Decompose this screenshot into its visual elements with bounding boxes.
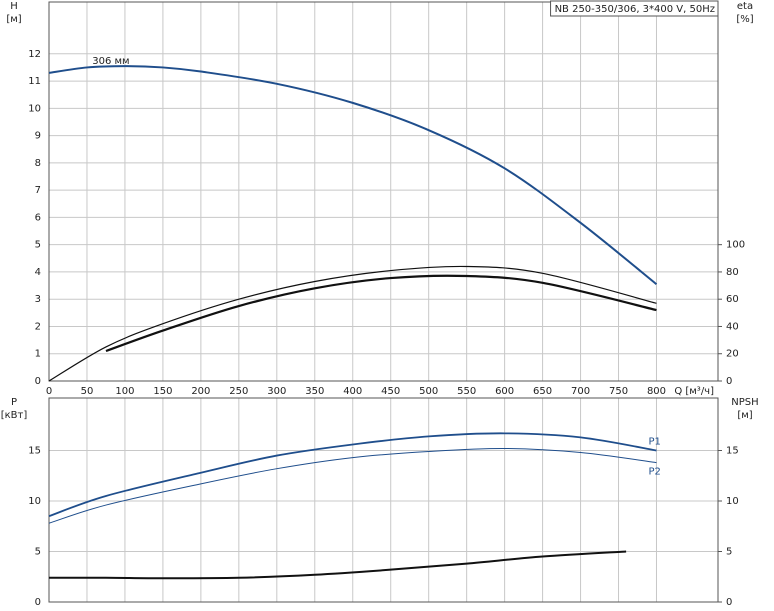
y-tick-label: 6 [35,212,41,223]
y-tick-label: 5 [35,240,41,251]
y-tick-label: 4 [35,267,41,278]
y-axis-label: H [10,1,18,12]
title-box [550,0,719,17]
y-tick-label: 9 [35,131,41,142]
x-tick-label: 550 [457,386,476,397]
chart-title: NB 250-350/306, 3*400 V, 50Hz [555,4,715,15]
y-tick-label: 3 [35,294,41,305]
y2-tick-label: 10 [726,496,739,507]
x-tick-label: 700 [571,386,590,397]
x-tick-label: 200 [191,386,210,397]
x-axis-label: Q [м³/ч] [674,386,714,397]
x-tick-label: 100 [115,386,134,397]
x-tick-label: 600 [495,386,514,397]
y2-tick-label: 60 [726,294,739,305]
y-axis-label: [м] [6,14,21,25]
y2-tick-label: 0 [726,597,732,608]
series-label: P1 [648,437,660,448]
y-tick-label: 2 [35,321,41,332]
x-tick-label: 400 [343,386,362,397]
x-tick-label: 350 [305,386,324,397]
series-line [48,447,657,524]
series-line [48,432,657,518]
y-tick-label: 5 [35,547,41,558]
y2-axis-label: eta [737,1,753,12]
y2-axis-label: NPSH [731,397,758,408]
x-tick-label: 500 [419,386,438,397]
series-line [105,274,657,353]
y-axis-label: [кВт] [1,410,28,421]
series-label: 306 мм [92,56,129,67]
y2-axis-label: [%] [736,14,753,25]
y2-tick-label: 15 [726,446,739,457]
x-tick-label: 650 [533,386,552,397]
y-tick-label: 10 [28,103,41,114]
x-tick-label: 450 [381,386,400,397]
series-line [48,65,658,285]
y2-tick-label: 5 [726,547,732,558]
x-tick-label: 250 [229,386,248,397]
y2-tick-label: 100 [726,240,745,251]
y-tick-label: 1 [35,349,41,360]
y2-axis-label: [м] [737,410,752,421]
y-tick-label: 7 [35,185,41,196]
x-tick-label: 0 [46,386,52,397]
series-line [48,550,627,580]
y2-tick-label: 0 [726,376,732,387]
plot-frame [48,397,719,603]
plot-frame [48,1,719,382]
series-label: P2 [648,467,660,478]
x-tick-label: 300 [267,386,286,397]
y2-tick-label: 20 [726,349,739,360]
x-tick-label: 50 [81,386,94,397]
y-tick-label: 12 [28,49,41,60]
y-tick-label: 15 [28,446,41,457]
series-line [48,265,657,382]
y-tick-label: 10 [28,496,41,507]
y2-tick-label: 40 [726,321,739,332]
y-tick-label: 0 [35,597,41,608]
x-tick-label: 800 [647,386,666,397]
y-tick-label: 0 [35,376,41,387]
y2-tick-label: 80 [726,267,739,278]
y-tick-label: 8 [35,158,41,169]
x-tick-label: 150 [153,386,172,397]
y-axis-label: P [11,397,17,408]
y-tick-label: 11 [28,76,41,87]
x-tick-label: 750 [609,386,628,397]
